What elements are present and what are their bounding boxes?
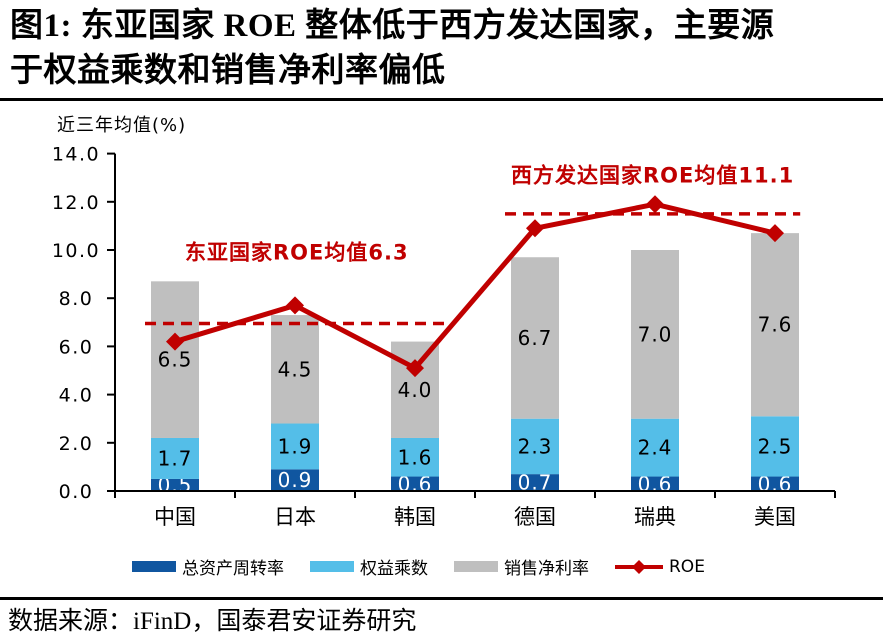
legend-item-roe: ROE xyxy=(615,557,705,577)
chart-canvas: 0.51.76.5中国0.91.94.5日本0.61.64.0韩国0.72.36… xyxy=(52,144,836,529)
y-tick-label: 0.0 xyxy=(59,481,94,503)
bar-segment xyxy=(151,478,199,491)
legend-roe-line-icon xyxy=(615,559,663,574)
bar-value-label: 6.5 xyxy=(158,348,193,372)
bar-value-label: 0.9 xyxy=(278,468,313,492)
bar-segment xyxy=(151,437,199,479)
legend-label: 权益乘数 xyxy=(360,559,428,579)
legend-swatch-icon xyxy=(310,561,354,572)
x-category-label: 德国 xyxy=(514,505,556,529)
legend-item-1: 权益乘数 xyxy=(310,554,428,579)
bar-segment xyxy=(751,476,799,491)
mean-annotation-label: 西方发达国家ROE均值11.1 xyxy=(511,164,794,188)
bar-segment xyxy=(751,416,799,477)
bar-segment xyxy=(151,281,199,438)
bar-segment xyxy=(631,418,679,477)
y-tick-label: 14.0 xyxy=(52,144,100,166)
bar-value-label: 2.4 xyxy=(638,436,673,460)
bar-value-label: 7.6 xyxy=(758,313,793,337)
legend-item-2: 销售净利率 xyxy=(454,554,589,579)
bar-value-label: 4.5 xyxy=(278,357,313,381)
legend-swatch-icon xyxy=(454,561,498,572)
bar-value-label: 1.7 xyxy=(158,446,193,470)
bar-value-label: 4.0 xyxy=(398,378,433,402)
y-tick-label: 8.0 xyxy=(59,288,94,310)
bar-segment xyxy=(511,257,559,419)
roe-marker-diamond xyxy=(766,224,784,243)
x-category-label: 日本 xyxy=(274,505,316,529)
bar-value-label: 1.9 xyxy=(278,434,313,458)
x-category-label: 中国 xyxy=(154,505,196,529)
y-axis-unit-label: 近三年均值(%) xyxy=(57,115,187,136)
legend-swatch-icon xyxy=(132,561,176,572)
y-tick-label: 2.0 xyxy=(59,433,94,455)
figure-title-line1: 图1: 东亚国家 ROE 整体低于西方发达国家，主要源 xyxy=(10,8,775,44)
bar-value-label: 2.3 xyxy=(518,434,553,458)
title-divider xyxy=(0,98,883,101)
roe-marker-diamond xyxy=(166,332,184,351)
roe-line xyxy=(174,201,776,371)
roe-marker-diamond xyxy=(526,219,544,238)
mean-annotation-label: 东亚国家ROE均值6.3 xyxy=(185,241,409,265)
bar-segment xyxy=(391,476,439,491)
chart-legend: 总资产周转率 权益乘数 销售净利率 ROE xyxy=(132,554,705,579)
bar-segment xyxy=(511,418,559,475)
figure-title-line2: 于权益乘数和销售净利率偏低 xyxy=(10,53,446,89)
x-category-label: 韩国 xyxy=(394,505,436,529)
bar-segment xyxy=(271,423,319,470)
legend-label: ROE xyxy=(669,556,705,577)
x-category-label: 美国 xyxy=(754,505,796,529)
bar-value-label: 7.0 xyxy=(638,322,673,346)
legend-label: 总资产周转率 xyxy=(182,559,284,579)
bar-segment xyxy=(751,233,799,417)
roe-marker-diamond xyxy=(646,195,664,214)
bar-segment xyxy=(631,476,679,491)
legend-label: 销售净利率 xyxy=(504,559,589,579)
y-tick-label: 6.0 xyxy=(59,336,94,358)
footer-divider xyxy=(0,597,883,600)
roe-marker-diamond xyxy=(286,296,304,315)
bar-value-label: 6.7 xyxy=(518,326,553,350)
roe-marker-diamond xyxy=(406,359,424,378)
bar-segment xyxy=(511,474,559,491)
y-tick-label: 12.0 xyxy=(52,192,100,214)
bar-segment xyxy=(271,315,319,424)
y-tick-label: 10.0 xyxy=(52,240,100,262)
legend-item-0: 总资产周转率 xyxy=(132,554,284,579)
figure-title: 图1: 东亚国家 ROE 整体低于西方发达国家，主要源 于权益乘数和销售净利率偏… xyxy=(10,4,880,94)
bar-segment xyxy=(631,250,679,419)
bar-segment xyxy=(271,469,319,491)
data-source: 数据来源：iFinD，国泰君安证券研究 xyxy=(8,608,417,635)
y-tick-label: 4.0 xyxy=(59,385,94,407)
x-category-label: 瑞典 xyxy=(634,505,676,529)
bar-value-label: 1.6 xyxy=(398,445,433,469)
bar-segment xyxy=(391,437,439,477)
bar-value-label: 2.5 xyxy=(758,434,793,458)
